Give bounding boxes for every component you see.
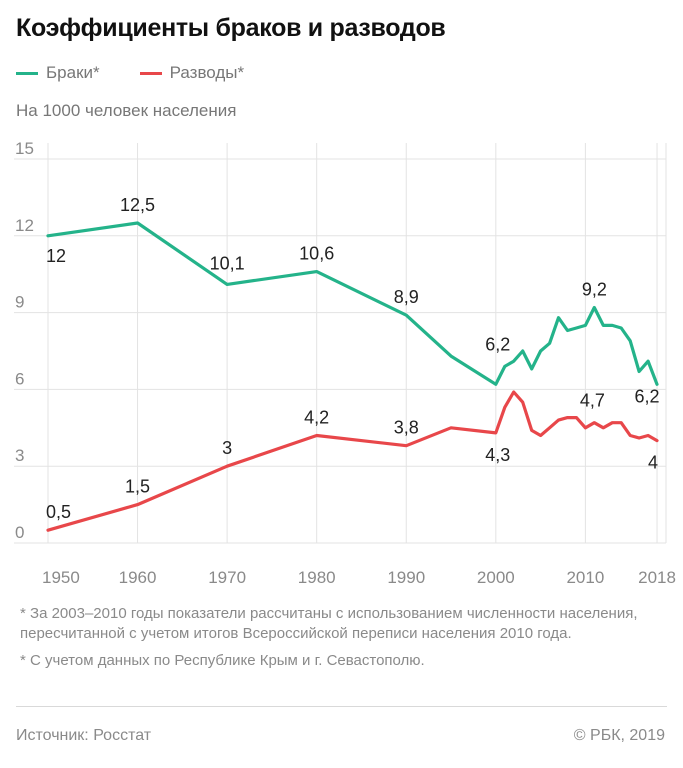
- legend-swatch-marriages: [16, 71, 38, 75]
- y-tick-label-3: 3: [15, 446, 24, 465]
- data-label-divorces-1980: 4,2: [304, 407, 329, 427]
- y-tick-label-15: 15: [15, 139, 34, 158]
- legend-swatch-divorces: [139, 71, 162, 75]
- y-tick-label-0: 0: [15, 523, 24, 542]
- legend-item-divorces: Разводы*: [139, 63, 245, 83]
- data-label-marriages-2011: 9,2: [582, 279, 607, 299]
- x-tick-label-1960: 1960: [119, 568, 157, 587]
- data-label-marriages-1960: 12,5: [120, 195, 155, 215]
- x-tick-label-2000: 2000: [477, 568, 515, 587]
- y-tick-label-6: 6: [15, 369, 24, 388]
- x-tick-label-1990: 1990: [387, 568, 425, 587]
- data-label-marriages-1970: 10,1: [210, 253, 245, 273]
- legend: Браки* Разводы*: [16, 63, 284, 83]
- series-line-divorces: [46, 390, 659, 532]
- data-label-marriages-2000: 6,2: [485, 334, 510, 354]
- data-label-divorces-2000: 4,3: [485, 445, 510, 465]
- copyright-text: © РБК, 2019: [573, 727, 665, 744]
- y-tick-label-9: 9: [15, 293, 24, 312]
- data-label-marriages-2018: 6,2: [635, 386, 660, 406]
- x-tick-label-1970: 1970: [208, 568, 246, 587]
- legend-label-marriages: Браки*: [46, 63, 100, 82]
- data-label-divorces-1960: 1,5: [125, 477, 150, 497]
- data-label-marriages-1980: 10,6: [299, 244, 334, 264]
- data-label-divorces-1970: 3: [222, 438, 232, 458]
- data-label-divorces-2011: 4,7: [580, 391, 605, 411]
- legend-label-divorces: Разводы*: [169, 63, 245, 82]
- line-chart: 0 3 6 9 12 15 1950 1960 1970 1980 1990 2000 2010 2018…: [14, 139, 676, 587]
- legend-item-marriages: Браки*: [16, 63, 100, 83]
- data-label-divorces-1950: 0,5: [46, 502, 71, 522]
- y-tick-label-12: 12: [15, 216, 34, 235]
- series-line-marriages: [46, 221, 659, 386]
- footnote-census: * За 2003–2010 годы показатели рассчитан…: [20, 605, 638, 642]
- data-label-divorces-2018: 4: [648, 453, 658, 473]
- footnote-crimea: * С учетом данных по Республике Крым и г…: [20, 652, 425, 669]
- data-label-marriages-1990: 8,9: [394, 287, 419, 307]
- x-tick-label-2018: 2018: [638, 568, 676, 587]
- footer-divider: [16, 706, 667, 707]
- footnotes: * За 2003–2010 годы показатели рассчитан…: [20, 604, 670, 679]
- data-label-marriages-1950: 12: [46, 246, 66, 266]
- chart-subtitle: На 1000 человек населения: [16, 101, 237, 120]
- source-text: Источник: Росстат: [16, 727, 152, 744]
- x-tick-label-1980: 1980: [298, 568, 336, 587]
- data-label-divorces-1990: 3,8: [394, 418, 419, 438]
- chart-title: Коэффициенты браков и разводов: [16, 14, 446, 42]
- x-tick-label-1950: 1950: [42, 568, 80, 587]
- x-tick-label-2010: 2010: [566, 568, 604, 587]
